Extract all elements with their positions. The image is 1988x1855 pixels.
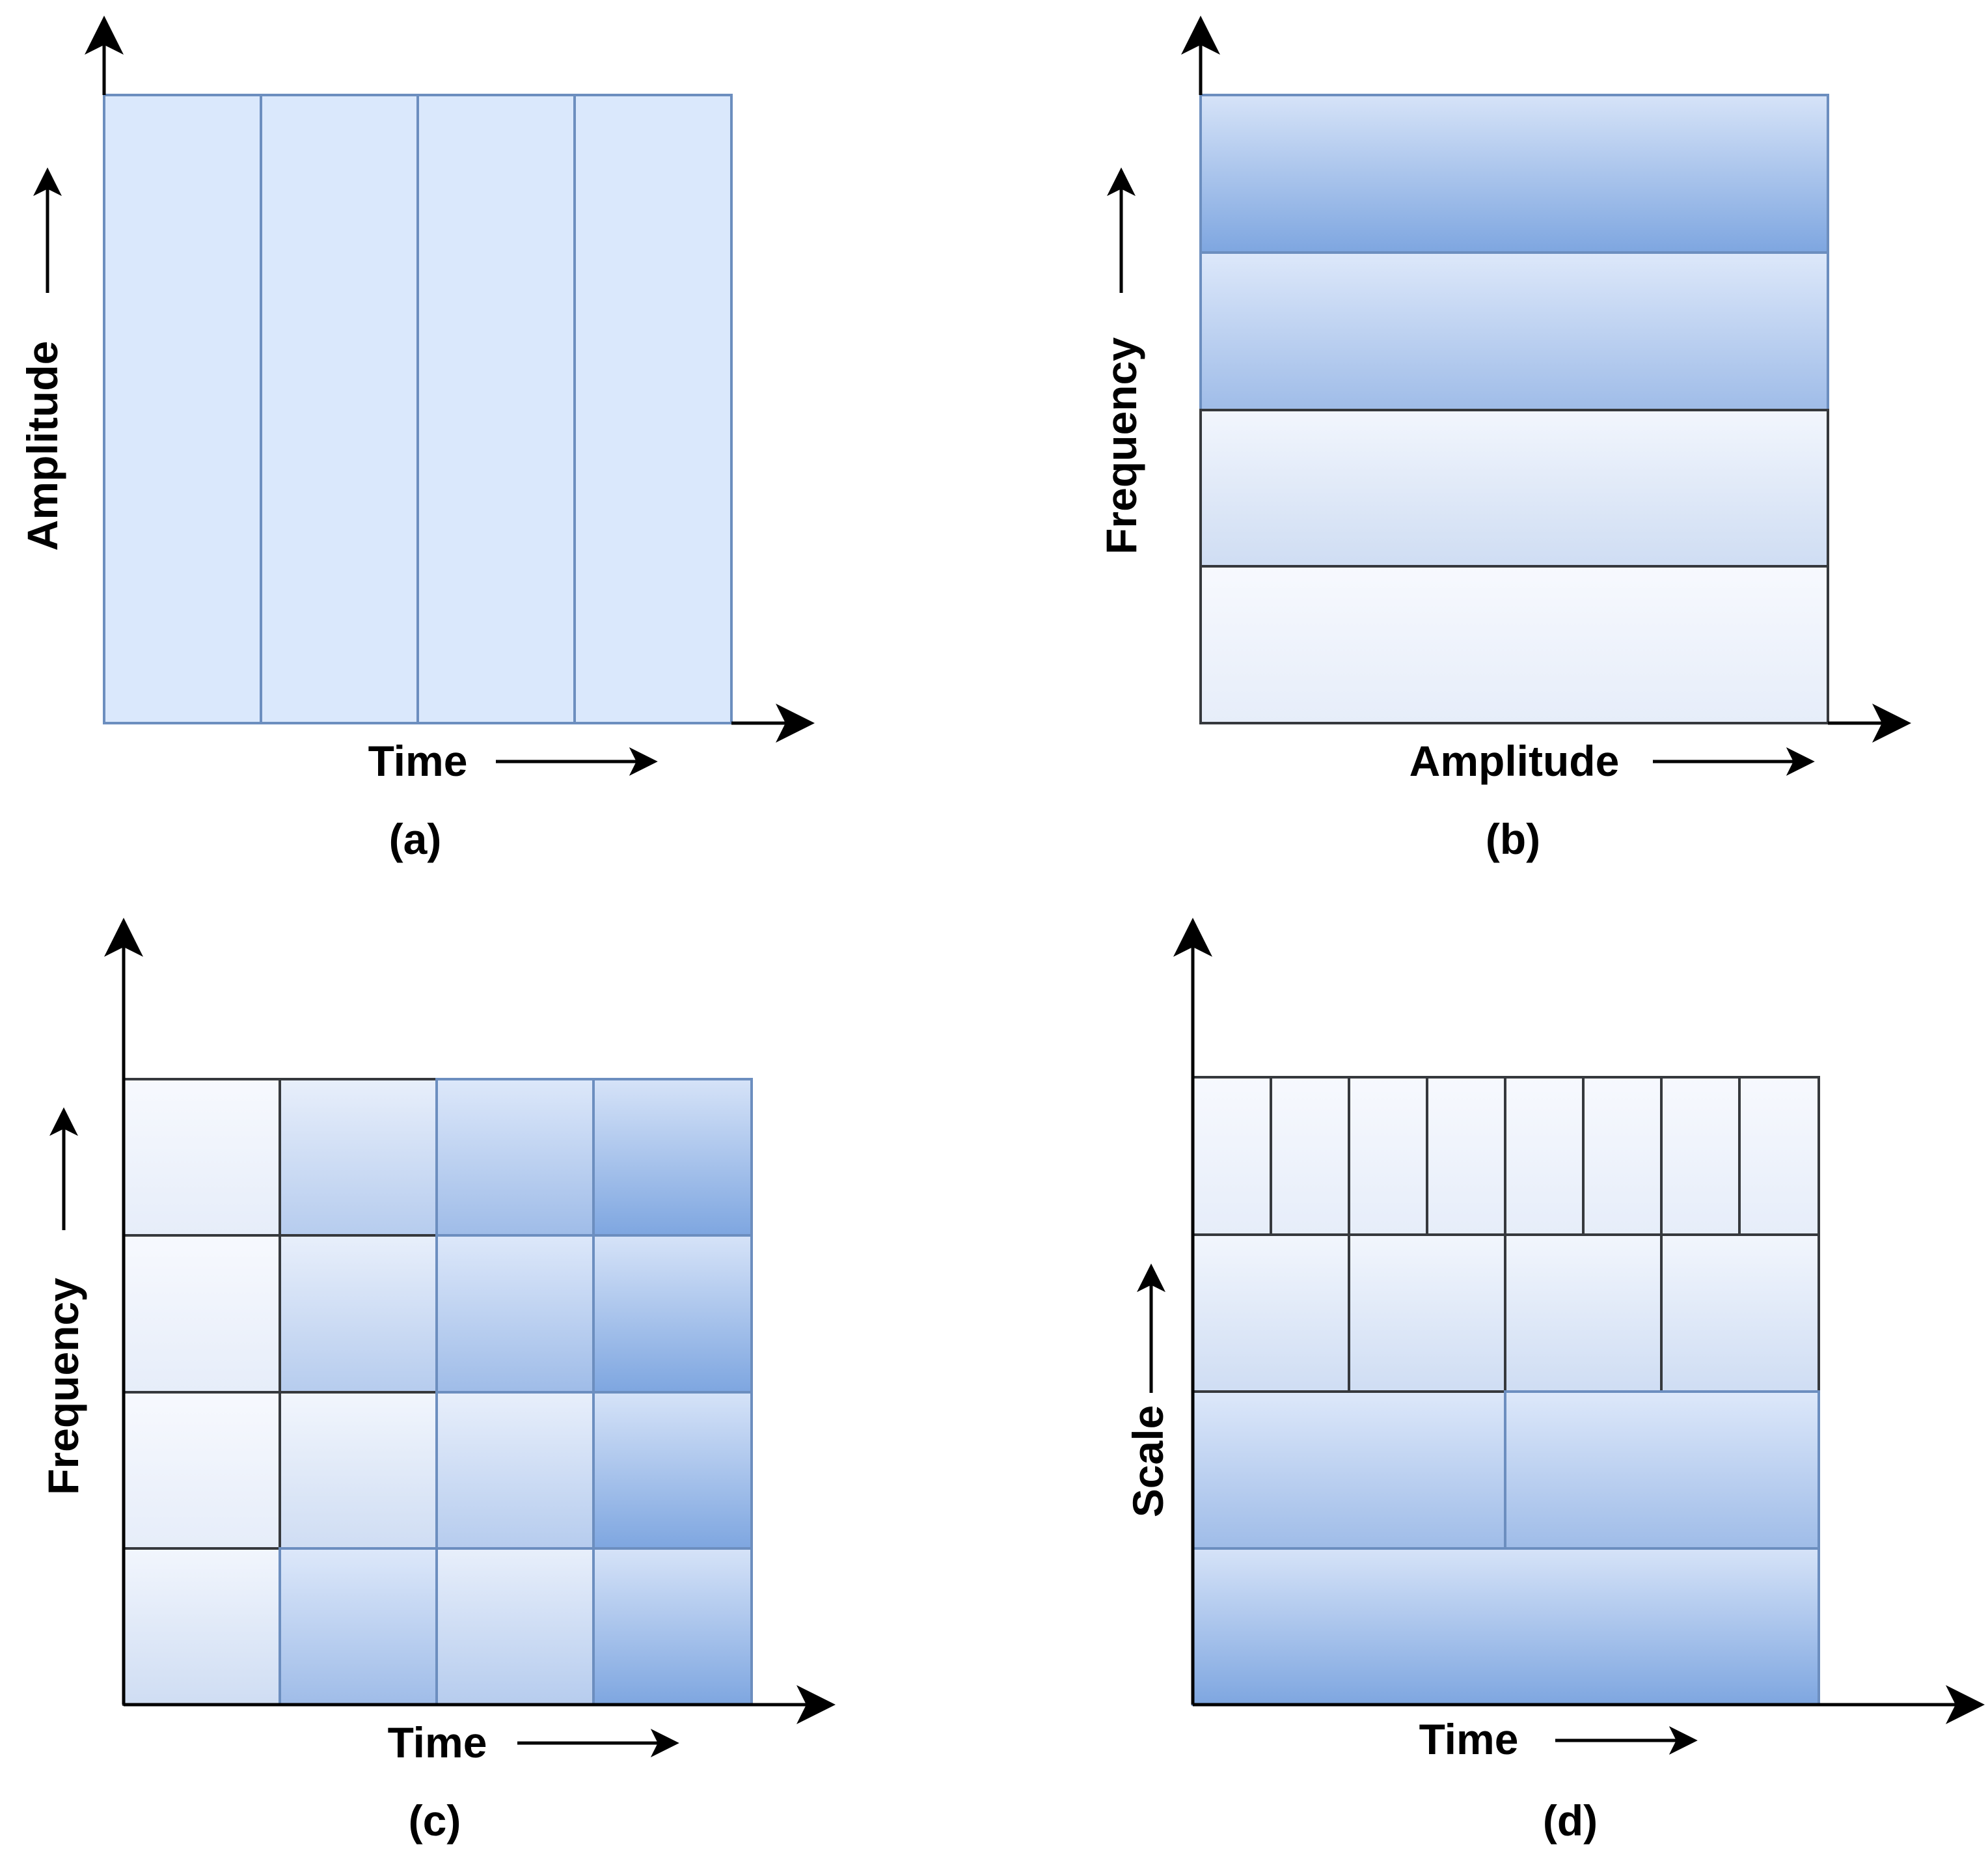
tile (573, 94, 733, 724)
y-axis-label: Frequency (39, 1278, 87, 1495)
tile (279, 1234, 438, 1394)
tile (260, 94, 419, 724)
tile (1199, 94, 1829, 254)
x-axis-label: Time (368, 737, 468, 785)
panel-c: Time Frequency (c) (39, 918, 836, 1845)
tile (279, 1391, 438, 1550)
panel-c-tiles (122, 1078, 753, 1706)
tile (1738, 1076, 1820, 1236)
panel-d-tiles (1191, 1076, 1820, 1706)
tile (1199, 251, 1829, 411)
x-axis-label: Time (388, 1718, 487, 1766)
tile (1660, 1076, 1741, 1236)
tile (122, 1078, 281, 1237)
tile (435, 1078, 595, 1237)
tile (592, 1391, 753, 1550)
tile (416, 94, 576, 724)
x-axis-label: Time (1419, 1715, 1519, 1763)
tile (1270, 1076, 1350, 1236)
tile (1504, 1233, 1663, 1393)
panel-a: Time Amplitude (a) (18, 16, 815, 863)
tile (435, 1547, 595, 1706)
tile (1348, 1233, 1506, 1393)
panel-b-tiles (1199, 94, 1829, 724)
tile (1191, 1547, 1820, 1706)
tile (1660, 1233, 1820, 1393)
tile (122, 1391, 281, 1550)
tile (122, 1547, 281, 1706)
panel-caption: (b) (1486, 815, 1540, 863)
tile (1426, 1076, 1506, 1236)
panel-caption: (d) (1543, 1796, 1598, 1845)
tile (592, 1234, 753, 1394)
y-axis-label: Frequency (1097, 337, 1145, 555)
tile (1504, 1390, 1820, 1550)
tile (592, 1078, 753, 1237)
panel-d: Time Scale (d) (1124, 918, 1985, 1845)
tile (279, 1547, 438, 1706)
tile (1504, 1076, 1585, 1236)
tile (103, 94, 262, 724)
panel-caption: (a) (389, 815, 442, 863)
panel-caption: (c) (409, 1796, 461, 1845)
tile (592, 1547, 753, 1706)
tile (1191, 1390, 1506, 1550)
tile (435, 1234, 595, 1394)
tile (1191, 1076, 1272, 1236)
tile (1199, 409, 1829, 568)
tile (1348, 1076, 1428, 1236)
panel-b: Amplitude Frequency (b) (1097, 16, 1911, 863)
panel-a-tiles (103, 94, 733, 724)
tile (122, 1234, 281, 1394)
tile (1199, 565, 1829, 724)
tile (279, 1078, 438, 1237)
tile (1191, 1233, 1350, 1393)
y-axis-label: Amplitude (18, 341, 66, 551)
y-axis-label: Scale (1124, 1405, 1172, 1517)
tile (435, 1391, 595, 1550)
x-axis-label: Amplitude (1409, 737, 1620, 785)
tile (1582, 1076, 1663, 1236)
